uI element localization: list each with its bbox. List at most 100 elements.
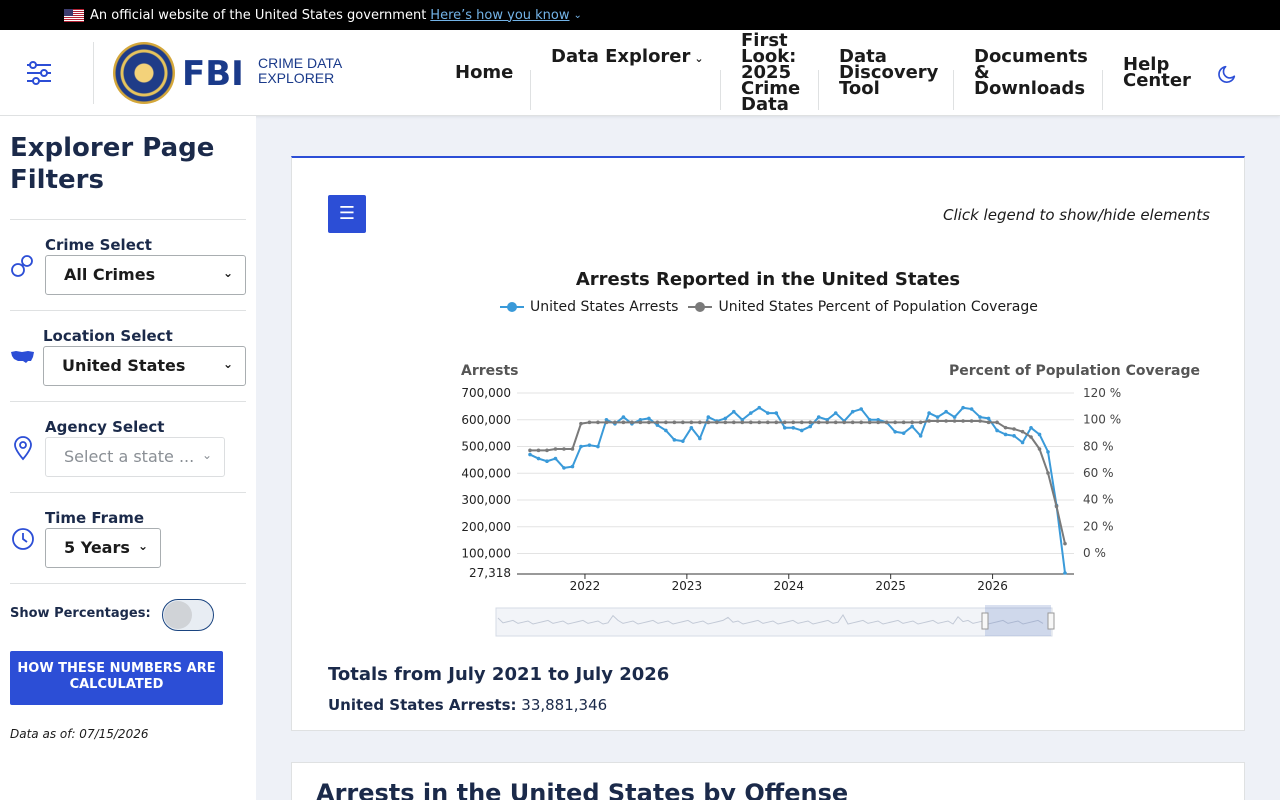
coverage-data-point <box>553 447 558 451</box>
coverage-data-point <box>757 420 762 425</box>
arrests-data-point <box>952 415 957 419</box>
arrests-data-point <box>1046 450 1050 454</box>
arrests-data-point <box>935 415 940 419</box>
fbi-wordmark[interactable]: FBI <box>182 54 244 94</box>
arrests-data-point <box>910 424 914 429</box>
nav-documents-downloads[interactable]: Documents & Downloads <box>974 46 1088 98</box>
time-frame-select[interactable]: 5 Years ⌄ <box>45 528 161 568</box>
arrests-data-point <box>969 407 974 411</box>
coverage-data-point <box>596 420 600 425</box>
arrests-series-line <box>529 406 1066 574</box>
nav-separator <box>1102 70 1103 110</box>
arrests-data-point <box>528 452 532 457</box>
coverage-data-point <box>740 420 745 425</box>
coverage-data-point <box>961 419 965 423</box>
y-left-tick-label: 400,000 <box>461 466 511 480</box>
location-select[interactable]: United States ⌄ <box>43 346 246 386</box>
nav-first-look-line: Data <box>741 94 789 115</box>
nav-first-look-line: Look: <box>741 46 797 67</box>
nav-help-line: Help <box>1123 54 1170 75</box>
coverage-data-point <box>799 420 804 425</box>
nav-documents-line: Documents <box>974 46 1088 67</box>
dark-mode-moon-icon[interactable] <box>1216 63 1238 85</box>
totals-title: Totals from July 2021 to July 2026 <box>328 664 670 685</box>
agency-select[interactable]: Select a state ... ⌄ <box>45 437 225 477</box>
arrests-data-point <box>681 439 685 443</box>
arrests-data-point <box>604 417 609 422</box>
coverage-data-point <box>672 420 677 425</box>
coverage-data-point <box>910 420 914 425</box>
coverage-data-point <box>995 420 999 425</box>
crime-select[interactable]: All Crimes ⌄ <box>45 255 246 295</box>
coverage-data-point <box>638 420 643 425</box>
x-tick-label: 2025 <box>875 579 906 593</box>
chart-title: Arrests Reported in the United States <box>575 269 961 290</box>
nav-data-discovery-line: Tool <box>839 78 880 99</box>
location-select-label: Location Select <box>43 327 173 345</box>
legend-item-coverage[interactable]: United States Percent of Population Cove… <box>688 299 1038 315</box>
arrests-data-point <box>732 409 736 414</box>
nav-home[interactable]: Home <box>455 62 514 83</box>
fbi-seal-logo[interactable] <box>113 42 175 104</box>
divider <box>10 583 246 584</box>
show-percentages-toggle[interactable] <box>162 599 214 631</box>
coverage-data-point <box>986 420 991 425</box>
coverage-data-point <box>1020 429 1025 434</box>
nav-first-look-line: 2025 <box>741 62 792 83</box>
coverage-data-point <box>918 420 923 425</box>
how-numbers-calculated-button[interactable]: HOW THESE NUMBERS ARE CALCULATED <box>10 651 223 705</box>
nav-first-look[interactable]: First Look: 2025 Crime Data <box>741 32 800 115</box>
y-right-tick-label: 80 % <box>1083 439 1114 453</box>
chevron-down-icon: ⌄ <box>222 357 233 371</box>
navigator-handle-left <box>981 612 989 630</box>
heres-how-you-know-link[interactable]: Here’s how you know <box>430 7 570 23</box>
y-left-tick-label: 27,318 <box>469 566 511 580</box>
nav-separator <box>720 70 721 110</box>
coverage-data-point <box>655 420 660 425</box>
arrests-data-point <box>833 411 838 415</box>
agency-select-placeholder: Select a state ... <box>64 447 195 466</box>
divider <box>10 310 246 311</box>
nav-help-line: Center <box>1123 70 1191 91</box>
arrests-data-point <box>1003 432 1008 437</box>
arrests-data-point <box>944 409 948 414</box>
chart-menu-button[interactable]: ☰ <box>328 195 366 233</box>
coverage-data-point <box>969 419 974 423</box>
coverage-data-point <box>876 420 880 425</box>
nav-separator <box>818 70 819 110</box>
nav-data-discovery-tool[interactable]: Data Discovery Tool <box>839 48 939 99</box>
arrests-data-point <box>799 428 804 433</box>
agency-select-label: Agency Select <box>45 418 165 436</box>
nav-documents-line: & <box>974 62 990 83</box>
totals-value: 33,881,346 <box>521 696 608 714</box>
coverage-data-point <box>774 420 779 425</box>
coverage-data-point <box>536 448 541 453</box>
cde-wordmark-line2: EXPLORER <box>258 70 335 86</box>
arrests-data-point <box>587 443 592 447</box>
nav-help-center[interactable]: Help Center <box>1123 54 1191 91</box>
nav-data-discovery-line: Discovery <box>839 62 939 83</box>
divider <box>10 492 246 493</box>
arrests-data-point <box>655 423 660 427</box>
cde-wordmark[interactable]: CRIME DATA EXPLORER <box>258 56 342 86</box>
arrests-data-point <box>1029 425 1033 430</box>
coverage-data-point <box>1063 541 1067 546</box>
legend-item-arrests[interactable]: United States Arrests <box>500 299 678 315</box>
coverage-data-point <box>570 447 575 451</box>
coverage-data-point <box>664 420 668 425</box>
coverage-data-point <box>630 420 634 425</box>
filter-sliders-icon[interactable] <box>24 58 54 88</box>
nav-data-explorer[interactable]: Data Explorer ⌄ <box>551 48 704 67</box>
coverage-data-point <box>1012 427 1016 431</box>
location-select-value: United States <box>62 356 186 375</box>
legend-hint: Click legend to show/hide elements <box>943 206 1210 224</box>
arrests-data-point <box>876 417 880 422</box>
chevron-down-icon: ⌄ <box>222 266 233 280</box>
x-tick-label: 2023 <box>672 579 703 593</box>
coverage-data-point <box>901 420 906 425</box>
time-frame-label: Time Frame <box>45 509 145 527</box>
coverage-data-point <box>715 420 719 425</box>
arrests-data-point <box>850 409 855 414</box>
arrests-line-chart[interactable]: Arrests Percent of Population Coverage 700… <box>432 358 1212 643</box>
chevron-down-icon: ⌄ <box>573 9 582 21</box>
